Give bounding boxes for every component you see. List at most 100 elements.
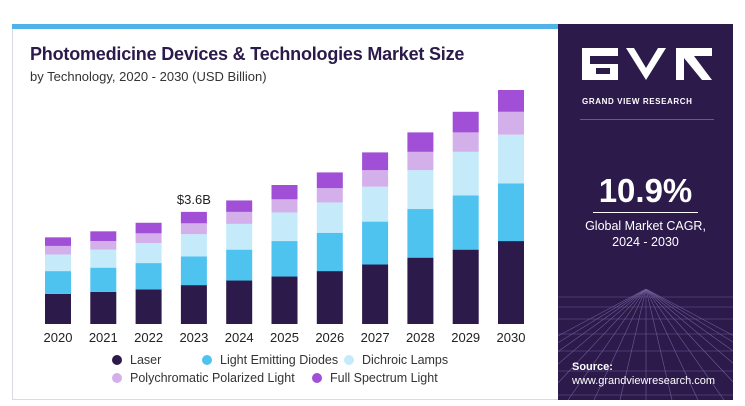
- bar-2023-segment-4: [180, 223, 207, 235]
- grid-line: [558, 289, 647, 337]
- bar-2030-segment-3: [498, 134, 524, 184]
- bar-2025-segment-1: [271, 276, 298, 324]
- bar-2027-segment-4: [362, 170, 389, 187]
- bar-2029-segment-1: [452, 249, 479, 324]
- grand-view-research-logo: [582, 48, 712, 80]
- x-tick-label-2021: 2021: [89, 330, 118, 345]
- logo-divider: [580, 119, 714, 120]
- legend-item-4: Polychromatic Polarized Light: [112, 371, 295, 385]
- cagr-rule: [593, 212, 698, 213]
- bar-2030-segment-2: [498, 183, 524, 242]
- source-url: www.grandviewresearch.com: [572, 375, 716, 387]
- grid-line: [645, 289, 733, 343]
- bar-2024-segment-1: [226, 280, 253, 324]
- bar-2027-segment-2: [362, 221, 389, 265]
- bar-2026-segment-5: [316, 172, 343, 189]
- bar-2027-segment-1: [362, 264, 389, 324]
- legend-label: Dichroic Lamps: [362, 353, 449, 367]
- bar-2021-segment-3: [90, 249, 117, 268]
- bar-2028-segment-4: [407, 151, 434, 171]
- bar-2021-segment-2: [90, 267, 117, 292]
- bar-2025-segment-2: [271, 241, 298, 277]
- bar-2028-segment-5: [407, 132, 434, 152]
- bar-2022-segment-5: [135, 222, 162, 234]
- bar-2027-segment-3: [362, 186, 389, 222]
- bar-2025-segment-3: [271, 212, 298, 242]
- x-tick-label-2027: 2027: [361, 330, 390, 345]
- bar-2028-segment-3: [407, 170, 434, 210]
- info-panel: GRAND VIEW RESEARCH 10.9% Global Market …: [558, 24, 733, 400]
- bar-2022-segment-1: [135, 289, 162, 324]
- bar-2022-segment-4: [135, 233, 162, 244]
- bar-2028-segment-2: [407, 209, 434, 258]
- bar-2029-segment-2: [452, 195, 479, 250]
- x-tick-label-2024: 2024: [225, 330, 254, 345]
- bar-2029-segment-4: [452, 132, 479, 152]
- bar-2023-segment-1: [180, 285, 207, 324]
- legend-swatch: [312, 373, 322, 383]
- legend-label: Light Emitting Diodes: [220, 353, 339, 367]
- legend-label: Polychromatic Polarized Light: [130, 371, 295, 385]
- legend-swatch: [202, 355, 212, 365]
- legend-label: Full Spectrum Light: [330, 371, 438, 385]
- x-tick-label-2025: 2025: [270, 330, 299, 345]
- x-tick-label-2023: 2023: [179, 330, 208, 345]
- grid-line: [558, 289, 647, 384]
- grid-line: [645, 289, 733, 383]
- bar-2020-segment-3: [45, 254, 71, 272]
- bar-2020-segment-1: [45, 293, 71, 324]
- bar-2026-segment-1: [316, 271, 343, 324]
- bar-2028-segment-1: [407, 257, 434, 324]
- bar-2020-segment-5: [45, 237, 71, 246]
- grid-line: [567, 289, 647, 400]
- grid-line: [645, 289, 699, 400]
- chart-title: Photomedicine Devices & Technologies Mar…: [30, 44, 465, 64]
- grid-line: [645, 289, 733, 352]
- bar-2023-segment-2: [180, 256, 207, 286]
- bar-2020-segment-4: [45, 245, 71, 255]
- grid-line: [645, 289, 733, 364]
- bar-2024-segment-2: [226, 249, 253, 281]
- bar-2021-segment-5: [90, 231, 117, 242]
- source-title: Source:: [572, 361, 613, 373]
- bar-2029-segment-5: [452, 111, 479, 133]
- bar-2025-segment-5: [271, 185, 298, 200]
- bar-2025-segment-4: [271, 199, 298, 213]
- grid-line: [558, 289, 647, 352]
- data-label-2023: $3.6B: [177, 192, 211, 207]
- accent-bar: [12, 24, 558, 29]
- cagr-label-line2: 2024 - 2030: [612, 235, 679, 249]
- bar-2026-segment-4: [316, 188, 343, 203]
- legend-item-3: Dichroic Lamps: [344, 353, 448, 367]
- legend-item-2: Light Emitting Diodes: [202, 353, 338, 367]
- x-tick-label-2028: 2028: [406, 330, 435, 345]
- x-tick-label-2030: 2030: [497, 330, 526, 345]
- chart-subtitle: by Technology, 2020 - 2030 (USD Billion): [30, 69, 267, 84]
- legend-item-5: Full Spectrum Light: [312, 371, 438, 385]
- bar-2029-segment-3: [452, 151, 479, 196]
- grid-line: [645, 289, 733, 336]
- bar-2026-segment-3: [316, 202, 343, 233]
- legend-swatch: [112, 355, 122, 365]
- x-tick-label-2022: 2022: [134, 330, 163, 345]
- x-tick-label-2029: 2029: [451, 330, 480, 345]
- bar-2026-segment-2: [316, 232, 343, 272]
- x-tick-label-2020: 2020: [44, 330, 73, 345]
- cagr-label: Global Market CAGR, 2024 - 2030: [558, 218, 733, 250]
- bar-2023-segment-3: [180, 234, 207, 257]
- bar-2030-segment-5: [498, 90, 524, 112]
- legend-swatch: [112, 373, 122, 383]
- perspective-grid-graphic: [558, 289, 733, 400]
- legend-item-1: Laser: [112, 353, 161, 367]
- bar-2021-segment-4: [90, 241, 117, 250]
- bar-2030-segment-1: [498, 241, 524, 324]
- cagr-value: 10.9%: [598, 172, 693, 209]
- grid-line: [645, 289, 673, 400]
- logo-text: GRAND VIEW RESEARCH: [582, 97, 693, 106]
- legend-swatch: [344, 355, 354, 365]
- grid-line: [645, 289, 725, 400]
- cagr-label-line1: Global Market CAGR,: [585, 219, 706, 233]
- grid-line: [593, 289, 647, 400]
- grid-line: [558, 289, 647, 344]
- bar-2021-segment-1: [90, 291, 117, 324]
